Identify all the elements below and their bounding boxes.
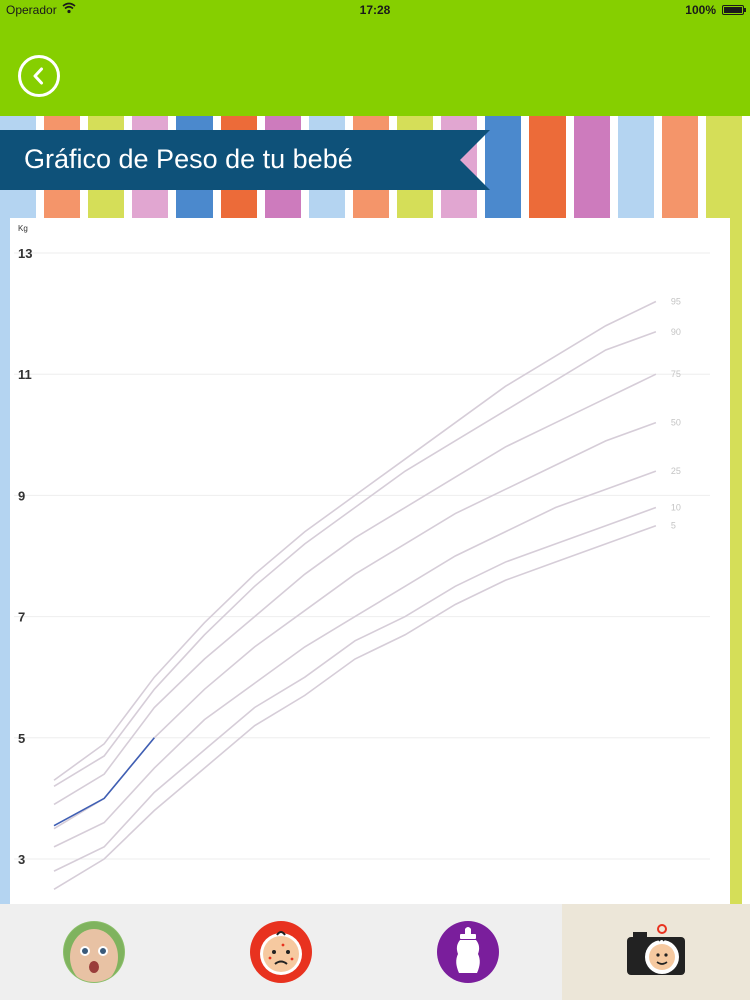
weight-chart-svg: Kg 3 5 7 9 11 13 95 90 75 50 25 10 5: [14, 224, 710, 890]
weight-chart: Kg 3 5 7 9 11 13 95 90 75 50 25 10 5: [10, 218, 730, 904]
percentile-line-5: [53, 524, 657, 890]
tab-baby-camera[interactable]: [562, 904, 750, 1000]
percentile-line-10: [53, 506, 657, 872]
y-tick-label: 11: [18, 367, 32, 382]
sick-baby-icon: [249, 921, 312, 983]
back-button[interactable]: [18, 55, 60, 97]
carrier-label: Operador: [6, 3, 57, 17]
y-tick-label: 13: [18, 246, 32, 261]
tab-bar: [0, 904, 750, 1000]
battery-percent: 100%: [685, 3, 716, 17]
tab-baby-photo[interactable]: [0, 904, 187, 1000]
percentile-line-25: [53, 470, 657, 848]
battery-icon: [722, 5, 746, 15]
percentile-label: 50: [671, 418, 681, 428]
percentile-line-90: [53, 331, 657, 787]
y-axis-label: Kg: [18, 224, 28, 233]
percentile-line-50: [53, 421, 657, 830]
status-time: 17:28: [359, 3, 391, 17]
tab-baby-health[interactable]: [187, 904, 374, 1000]
percentile-label: 95: [671, 296, 681, 306]
percentile-line-75: [53, 373, 657, 806]
percentile-line-95: [53, 300, 657, 781]
percentile-label: 75: [671, 369, 681, 379]
chevron-left-icon: [33, 67, 43, 85]
camera-baby-icon: [625, 921, 687, 983]
baby-weight-line: [53, 737, 155, 827]
wifi-icon: [62, 1, 76, 18]
y-tick-label: 5: [18, 731, 25, 746]
navigation-bar: [0, 20, 750, 116]
title-banner: [0, 130, 490, 190]
y-tick-label: 7: [18, 610, 25, 625]
percentile-label: 10: [671, 503, 681, 513]
percentile-label: 25: [671, 466, 681, 476]
baby-bottle-icon: [436, 921, 499, 983]
y-tick-label: 9: [18, 488, 25, 503]
percentile-label: 5: [671, 521, 676, 531]
page-title: Gráfico de Peso de tu bebé: [24, 144, 353, 174]
baby-photo-icon: [62, 921, 125, 983]
percentile-label: 90: [671, 327, 681, 337]
status-bar: Operador 17:28 100%: [0, 0, 750, 20]
tab-baby-bottle[interactable]: [374, 904, 561, 1000]
y-tick-label: 3: [18, 852, 25, 867]
